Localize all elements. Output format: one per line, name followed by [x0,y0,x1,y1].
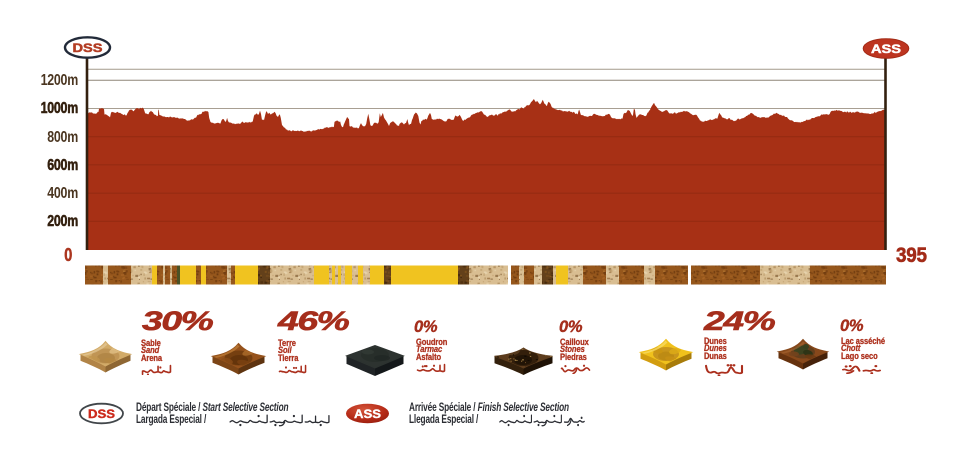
svg-text:ASS: ASS [871,42,901,56]
svg-text:DSS: DSS [88,409,115,421]
svg-text:DSS: DSS [73,41,103,55]
svg-text:ASS: ASS [354,409,381,421]
